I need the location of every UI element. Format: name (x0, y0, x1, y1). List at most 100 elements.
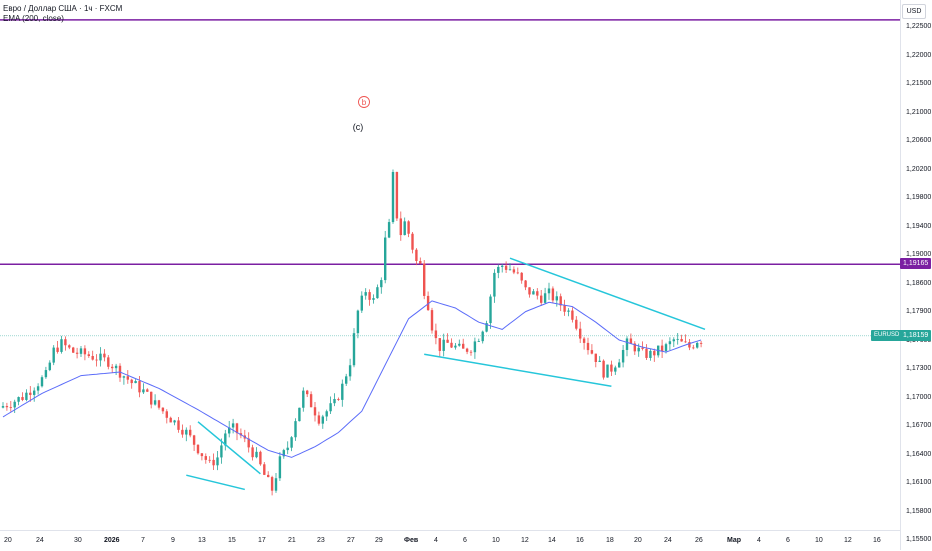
indicator-label[interactable]: EMA (200, close) (3, 14, 64, 23)
candle-body (79, 348, 83, 354)
candle-body (364, 292, 367, 296)
price-tick-label: 1,17900 (906, 308, 932, 315)
candle-body (348, 365, 352, 377)
candle-body (146, 389, 149, 392)
candle-body (196, 444, 200, 454)
candle-body (606, 364, 609, 378)
symbol-title[interactable]: Евро / Доллар США · 1ч · FXCM (3, 4, 123, 13)
candle-body (228, 427, 231, 434)
candle-body (590, 350, 594, 354)
candle-body (114, 365, 118, 369)
candle-body (387, 222, 391, 238)
candle-body (426, 295, 430, 311)
chart-area[interactable]: b (c) (0, 0, 900, 530)
time-tick-label: 29 (375, 537, 383, 544)
candle-body (407, 221, 410, 234)
candle-body (321, 416, 324, 424)
candle-body (220, 445, 223, 458)
time-tick-label: 4 (434, 537, 438, 544)
price-tick-label: 1,19000 (906, 251, 932, 258)
time-tick-label: 24 (664, 537, 672, 544)
candle-body (504, 265, 508, 270)
candle-body (450, 342, 453, 348)
candle-body (341, 383, 344, 400)
candle-body (543, 293, 547, 303)
price-tick-label: 1,16700 (906, 422, 932, 429)
time-tick-label: 14 (548, 537, 556, 544)
price-tick-label: 1,22000 (906, 51, 932, 59)
candle-body (173, 420, 176, 423)
candle-body (251, 447, 254, 458)
candle-body (282, 450, 285, 457)
candle-body (653, 350, 656, 356)
candle-body (60, 339, 63, 352)
candle-body (134, 381, 137, 384)
chart-legend: Евро / Доллар США · 1ч · FXCM EMA (200, … (3, 4, 122, 24)
candle-body (501, 265, 504, 267)
currency-button[interactable]: USD (902, 4, 926, 19)
candle-body (103, 353, 106, 358)
time-tick-label: 15 (228, 537, 236, 544)
candle-body (403, 221, 406, 236)
time-tick-label: 10 (815, 537, 823, 544)
candle-body (586, 342, 590, 351)
candle-body (52, 347, 55, 363)
candle-body (204, 456, 207, 460)
time-tick-label: 17 (258, 537, 266, 544)
candle-body (44, 370, 48, 378)
candle-body (259, 451, 262, 465)
trendline-upper (509, 257, 706, 331)
candle-body (9, 407, 12, 409)
candle-body (33, 390, 36, 395)
candle-body (512, 269, 516, 273)
candle-body (469, 351, 473, 353)
candle-body (696, 342, 699, 348)
price-tick-label: 1,15500 (906, 536, 932, 543)
candle-body (216, 457, 219, 466)
candle-body (411, 233, 414, 250)
candle-body (29, 392, 32, 395)
candle-body (465, 348, 469, 352)
candle-body (629, 338, 633, 344)
time-axis[interactable]: 20 24 30 2026 7 9 13 15 17 21 23 27 29 Фев 4 6 10 12 14 16 1… (0, 530, 900, 551)
candle-body (438, 338, 441, 351)
candle-body (532, 291, 535, 295)
candle-body (594, 353, 597, 362)
candle-body (660, 345, 664, 352)
wave-b-label: b (362, 98, 367, 107)
candle-body (676, 338, 679, 340)
time-tick-label: Мар (727, 537, 742, 544)
candle-body (415, 249, 418, 261)
candle-body (555, 296, 558, 301)
candle-body (325, 411, 328, 417)
price-tick-label: 1,17300 (906, 365, 932, 372)
price-axis[interactable]: 1,22500 1,22000 1,21500 1,21000 1,20600 1,202… (900, 0, 932, 550)
time-tick-label: 6 (786, 537, 790, 544)
price-tick-label: 1,20200 (906, 165, 932, 173)
candle-body (306, 390, 309, 395)
price-tick-label: 1,19800 (906, 194, 932, 201)
candle-body (177, 420, 180, 430)
candle-body (508, 269, 512, 271)
candle-body (68, 345, 71, 348)
candle-body (372, 298, 375, 300)
candle-body (138, 381, 141, 393)
candle-body (668, 341, 672, 345)
time-tick-label: Фев (404, 537, 419, 544)
candle-body (481, 331, 484, 342)
candle-body (95, 359, 98, 361)
candle-body (571, 310, 574, 320)
price-chart[interactable]: b (c) (0, 0, 900, 530)
candle-body (582, 338, 586, 343)
candle-body (1, 406, 5, 408)
price-tick-label: 1,20600 (906, 137, 932, 144)
candle-body (313, 407, 317, 416)
candle-body (473, 341, 477, 353)
candle-body (688, 342, 691, 348)
candle-body (329, 403, 332, 412)
time-tick-label: 4 (757, 537, 761, 544)
price-tick-label: 1,18600 (906, 279, 932, 287)
candle-body (87, 354, 90, 357)
time-tick-label: 27 (347, 537, 355, 544)
time-tick-label: 12 (521, 537, 529, 544)
